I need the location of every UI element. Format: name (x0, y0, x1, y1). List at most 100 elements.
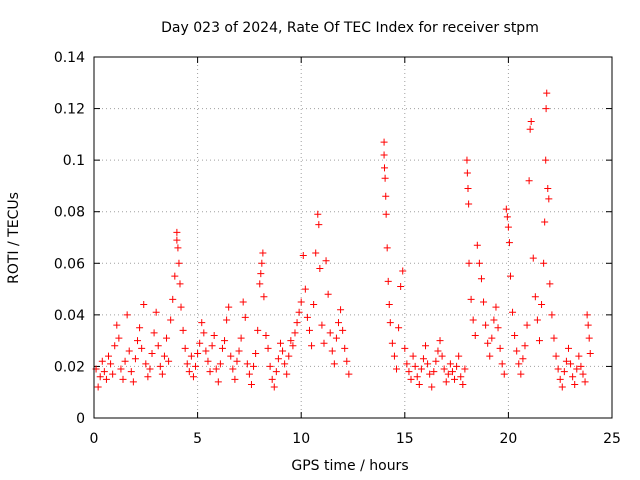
data-point (573, 365, 581, 373)
y-tick-label: 0 (76, 411, 85, 427)
data-point (121, 357, 129, 365)
data-point (341, 344, 349, 352)
data-point (194, 350, 202, 358)
data-point (264, 344, 272, 352)
data-point (196, 339, 204, 347)
data-point (381, 174, 389, 182)
data-point (175, 259, 183, 267)
data-point (544, 185, 552, 193)
data-point (260, 293, 268, 301)
data-point (119, 375, 127, 383)
data-point (257, 270, 265, 278)
data-point (558, 383, 566, 391)
data-point (455, 352, 463, 360)
data-point (303, 313, 311, 321)
x-tick-label: 25 (603, 431, 621, 447)
data-point (345, 370, 353, 378)
data-point (322, 257, 330, 265)
data-point (395, 324, 403, 332)
data-point (540, 259, 548, 267)
data-point (556, 375, 564, 383)
data-point (543, 89, 551, 97)
data-point (100, 368, 108, 376)
data-point (419, 355, 427, 363)
plot-frame (93, 56, 613, 419)
data-point (526, 125, 534, 133)
data-point (332, 334, 340, 342)
y-axis-label: ROTI / TECUs (6, 192, 22, 284)
data-point (291, 329, 299, 337)
data-point (328, 347, 336, 355)
data-point (243, 360, 251, 368)
data-point (150, 329, 158, 337)
data-point (136, 324, 144, 332)
data-point (529, 254, 537, 262)
data-point (198, 319, 206, 327)
data-point (403, 360, 411, 368)
data-point (480, 298, 488, 306)
x-tick-label: 5 (193, 431, 202, 447)
data-point (428, 383, 436, 391)
data-point (521, 342, 529, 350)
data-point (250, 362, 258, 370)
data-point (326, 329, 334, 337)
data-point (502, 205, 510, 213)
data-point (252, 350, 260, 358)
data-point (380, 151, 388, 159)
data-point (235, 347, 243, 355)
data-point (113, 321, 121, 329)
data-point (187, 352, 195, 360)
data-point (545, 195, 553, 203)
data-point (550, 334, 558, 342)
data-point (241, 313, 249, 321)
data-point (503, 213, 511, 221)
data-point (533, 316, 541, 324)
data-point (509, 308, 517, 316)
y-tick-label: 0.06 (54, 256, 85, 272)
data-point (165, 357, 173, 365)
data-point (448, 368, 456, 376)
data-point (202, 347, 210, 355)
data-point (413, 373, 421, 381)
data-point (519, 355, 527, 363)
data-point (393, 365, 401, 373)
data-point (256, 280, 264, 288)
data-point (320, 339, 328, 347)
data-point (434, 347, 442, 355)
data-point (430, 368, 438, 376)
data-point (446, 360, 454, 368)
data-point (279, 347, 287, 355)
data-point (469, 316, 477, 324)
data-point (432, 357, 440, 365)
data-point (315, 221, 323, 229)
data-point (210, 331, 218, 339)
data-point (312, 249, 320, 257)
data-point (388, 339, 396, 347)
y-tick-label: 0.12 (54, 102, 85, 118)
data-point (490, 316, 498, 324)
data-point (231, 375, 239, 383)
data-point (463, 156, 471, 164)
data-point (453, 362, 461, 370)
data-point (324, 290, 332, 298)
data-point (305, 326, 313, 334)
data-point (216, 360, 224, 368)
data-point (384, 277, 392, 285)
data-point (411, 362, 419, 370)
data-point (390, 352, 398, 360)
data-point (436, 337, 444, 345)
data-point (239, 298, 247, 306)
data-points (92, 89, 594, 391)
data-point (567, 360, 575, 368)
data-point (127, 368, 135, 376)
data-point (96, 373, 104, 381)
data-point (179, 326, 187, 334)
data-point (531, 293, 539, 301)
data-point (407, 375, 415, 383)
data-point (301, 285, 309, 293)
data-point (206, 368, 214, 376)
x-axis-label: GPS time / hours (291, 458, 408, 474)
data-point (227, 352, 235, 360)
data-point (571, 380, 579, 388)
data-point (467, 295, 475, 303)
